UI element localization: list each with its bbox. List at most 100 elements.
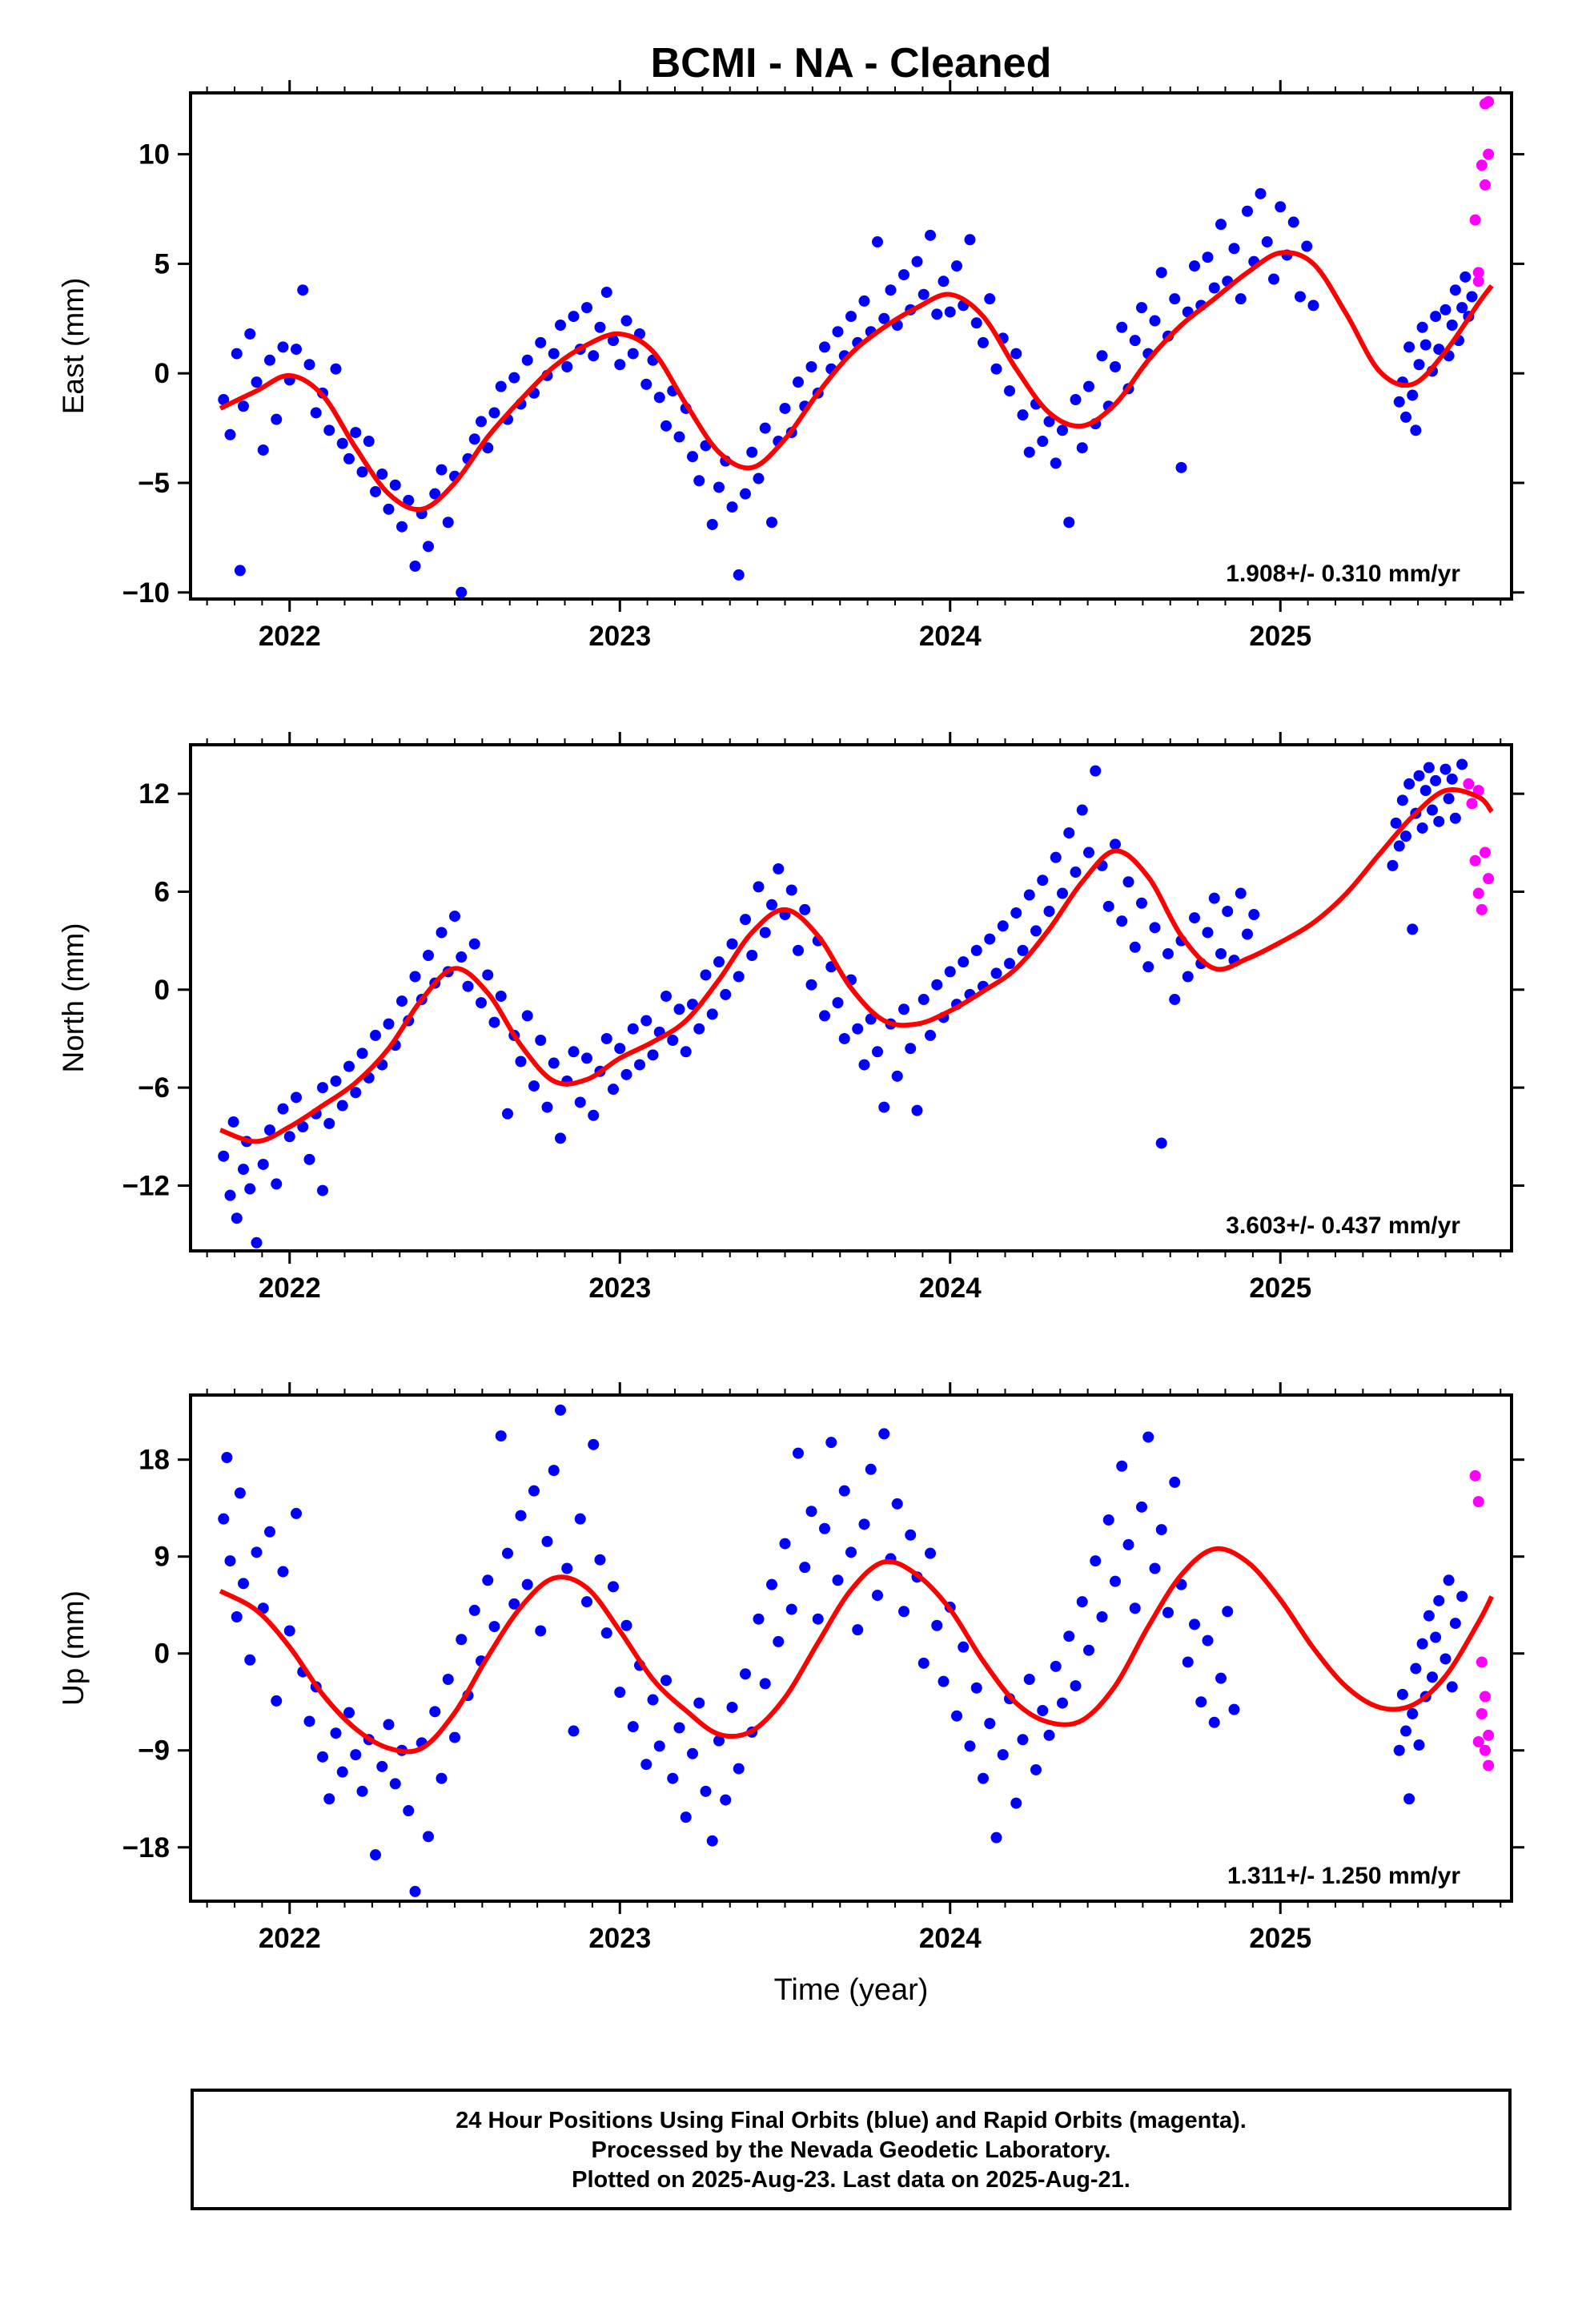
final-orbit-point [958, 956, 970, 968]
up-y-axis-label: Up (mm) [57, 1590, 90, 1706]
final-orbit-point [396, 995, 408, 1007]
final-orbit-point [251, 1546, 263, 1558]
final-orbit-point [819, 1522, 830, 1534]
final-orbit-point [1169, 1476, 1181, 1488]
up-x-tick-label: 2025 [1249, 1923, 1311, 1954]
final-orbit-point [1169, 994, 1181, 1006]
final-orbit-point [1070, 866, 1082, 879]
final-orbit-point [773, 862, 785, 875]
final-orbit-point [713, 481, 725, 493]
final-orbit-point [429, 488, 441, 500]
east-x-tick-label: 2025 [1249, 621, 1311, 652]
final-orbit-point [336, 1766, 348, 1778]
final-orbit-point [832, 326, 844, 338]
final-orbit-point [1446, 320, 1458, 332]
final-orbit-point [687, 451, 698, 463]
east-plot-frame [189, 91, 1513, 601]
final-orbit-point [1110, 1575, 1121, 1587]
final-orbit-point [468, 1604, 480, 1616]
final-orbit-point [1287, 216, 1299, 228]
final-orbit-point [997, 1749, 1009, 1761]
final-orbit-point [793, 376, 804, 388]
final-orbit-point [1410, 424, 1422, 436]
final-orbit-point [733, 971, 745, 983]
final-orbit-point [970, 1682, 982, 1694]
north-y-tick-label: −6 [138, 1072, 170, 1104]
final-orbit-point [1189, 260, 1200, 272]
final-orbit-point [785, 1603, 797, 1615]
final-orbit-point [634, 1059, 645, 1071]
final-orbit-point [1215, 1672, 1227, 1684]
final-orbit-point [297, 284, 309, 296]
final-orbit-point [614, 1043, 626, 1055]
final-orbit-point [1390, 817, 1402, 829]
final-orbit-point [1208, 282, 1220, 294]
final-orbit-point [726, 938, 738, 950]
final-orbit-point [805, 979, 817, 991]
final-orbit-point [693, 1023, 705, 1035]
final-orbit-point [614, 1687, 626, 1699]
final-orbit-point [535, 1035, 547, 1047]
final-orbit-point [336, 437, 348, 449]
final-orbit-point [251, 1236, 263, 1248]
north-plot-frame [189, 743, 1513, 1252]
final-orbit-point [1433, 815, 1445, 827]
final-orbit-point [1466, 291, 1478, 303]
final-orbit-point [277, 1103, 289, 1115]
final-orbit-point [1155, 1524, 1167, 1536]
final-orbit-point [627, 348, 639, 360]
final-orbit-point [1456, 302, 1468, 314]
final-orbit-point [733, 1763, 745, 1775]
final-orbit-point [917, 994, 930, 1006]
final-orbit-point [852, 1023, 864, 1035]
final-orbit-point [647, 1049, 659, 1061]
final-orbit-point [838, 1485, 850, 1497]
final-orbit-point [488, 1621, 500, 1633]
final-orbit-point [1416, 1638, 1428, 1650]
final-orbit-point [594, 321, 606, 333]
rapid-orbit-point [1483, 1729, 1495, 1741]
final-orbit-point [488, 1016, 500, 1028]
final-orbit-point [1129, 1602, 1141, 1614]
final-orbit-point [1228, 1703, 1240, 1715]
final-orbit-point [1102, 1514, 1114, 1526]
final-orbit-point [423, 1831, 434, 1843]
final-orbit-point [819, 1010, 830, 1022]
final-orbit-point [1261, 236, 1273, 248]
final-orbit-point [1403, 341, 1415, 353]
north-final-points [218, 758, 1468, 1248]
final-orbit-point [785, 884, 797, 896]
final-orbit-point [608, 1084, 619, 1096]
final-orbit-point [561, 1562, 573, 1574]
final-orbit-point [495, 1430, 507, 1442]
final-orbit-point [1460, 271, 1472, 283]
final-orbit-point [706, 518, 718, 530]
final-orbit-point [462, 980, 474, 992]
final-orbit-point [970, 944, 982, 956]
final-orbit-point [600, 1627, 612, 1639]
final-orbit-point [1439, 1653, 1452, 1665]
final-orbit-point [291, 344, 302, 356]
final-orbit-point [541, 1535, 553, 1547]
up-panel: 2022 2023 2024 2025 −18 −9 0 9 18 Up (mm) 1.311+/-… [57, 1382, 1524, 1954]
final-orbit-point [1427, 804, 1438, 816]
final-orbit-point [640, 1759, 652, 1771]
final-orbit-point [515, 1055, 527, 1068]
final-orbit-point [521, 1010, 533, 1022]
rapid-orbit-point [1483, 1759, 1495, 1771]
final-orbit-point [1443, 793, 1455, 805]
final-orbit-point [779, 402, 791, 414]
final-orbit-point [231, 1212, 243, 1224]
final-orbit-point [1419, 339, 1431, 351]
final-orbit-point [449, 911, 460, 923]
final-orbit-point [1423, 1610, 1435, 1622]
final-orbit-point [1004, 385, 1015, 397]
rapid-orbit-point [1463, 778, 1475, 790]
final-orbit-point [766, 899, 777, 911]
final-orbit-point [1070, 1680, 1082, 1692]
final-orbit-point [244, 328, 256, 340]
final-orbit-point [476, 416, 487, 428]
final-orbit-point [931, 1619, 943, 1631]
up-model-fit-line [219, 1546, 1494, 1755]
final-orbit-point [350, 1087, 362, 1099]
